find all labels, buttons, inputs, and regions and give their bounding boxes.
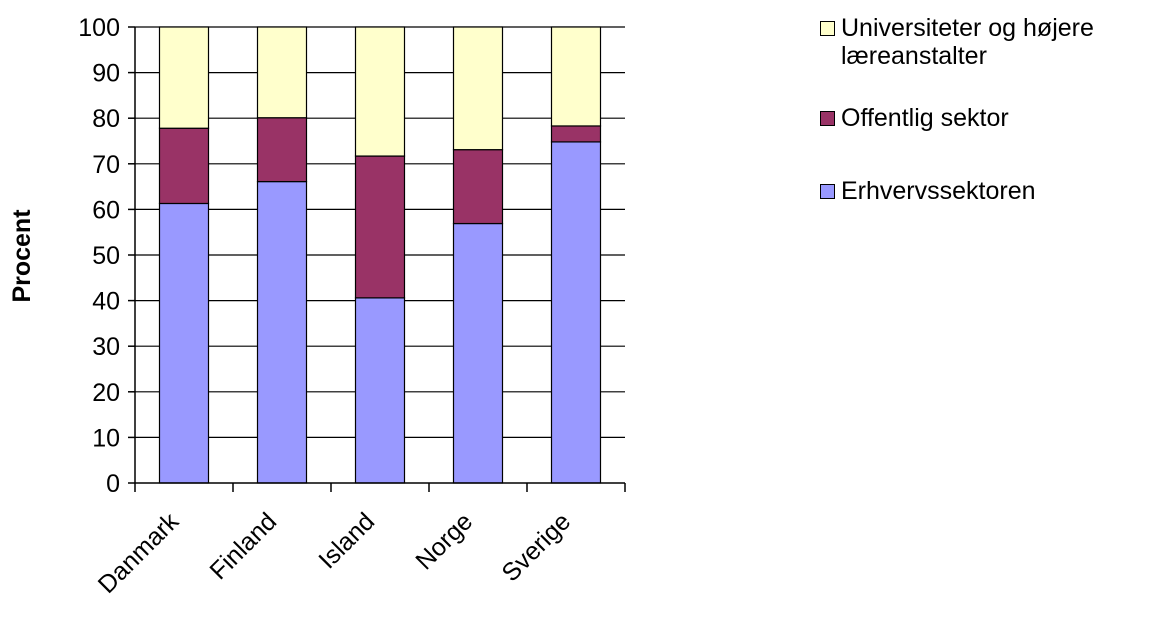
- y-tick-label-80: 80: [92, 105, 120, 133]
- legend-label-universiteter-line1: Universiteter og højere: [841, 14, 1094, 42]
- bar-island-erhvervssektoren: [354, 297, 406, 484]
- y-tick-label-100: 100: [78, 14, 120, 42]
- bar-danmark-erhvervssektoren: [158, 202, 210, 484]
- legend-item-universiteter: Universiteter og højere læreanstalter: [820, 14, 1094, 70]
- y-tick-label-50: 50: [92, 242, 120, 270]
- bar-danmark-universiteter: [158, 26, 210, 129]
- bar-chart: 0 10 20 30 40 50 60 70 80 90 100 Danmark Finland Isl…: [8, 14, 626, 599]
- bar-norge-offentlig: [452, 149, 504, 225]
- y-tick-label-60: 60: [92, 196, 120, 224]
- legend-swatch-offentlig: [820, 111, 835, 126]
- bar-norge-universiteter: [452, 26, 504, 151]
- x-tick-label-danmark: Danmark: [93, 507, 185, 599]
- x-tick-label-finland: Finland: [204, 507, 282, 585]
- legend-item-offentlig: Offentlig sektor: [820, 104, 1009, 132]
- bar-sverige-erhvervssektoren: [550, 141, 602, 484]
- y-tick-label-0: 0: [106, 470, 120, 498]
- bar-island-universiteter: [354, 26, 406, 157]
- legend-swatch-universiteter: [820, 21, 835, 36]
- y-tick-label-90: 90: [92, 60, 120, 88]
- bar-island-offentlig: [354, 155, 406, 299]
- axes: [128, 26, 626, 492]
- bar-danmark-offentlig: [158, 127, 210, 205]
- x-tick-label-island: Island: [313, 507, 380, 574]
- y-axis-label: Procent: [8, 209, 36, 303]
- bar-finland-offentlig: [256, 117, 308, 183]
- y-tick-label-20: 20: [92, 379, 120, 407]
- y-tick-label-70: 70: [92, 151, 120, 179]
- x-tick-label-norge: Norge: [410, 507, 478, 575]
- x-tick-labels: Danmark Finland Island Norge Sverige: [93, 507, 577, 599]
- bar-sverige-universiteter: [550, 26, 602, 127]
- legend-swatch-erhverv: [820, 184, 835, 199]
- y-tick-labels: 0 10 20 30 40 50 60 70 80 90 100: [78, 14, 120, 498]
- legend-label-erhverv: Erhvervssektoren: [841, 177, 1036, 205]
- bars: [158, 26, 602, 484]
- legend-label-universiteter-line2: læreanstalter: [841, 42, 987, 70]
- y-tick-label-10: 10: [92, 424, 120, 452]
- y-tick-label-30: 30: [92, 333, 120, 361]
- bar-finland-erhvervssektoren: [256, 180, 308, 484]
- legend-label-offentlig: Offentlig sektor: [841, 104, 1009, 132]
- y-tick-label-40: 40: [92, 288, 120, 316]
- x-tick-label-sverige: Sverige: [497, 507, 577, 587]
- legend-item-erhverv: Erhvervssektoren: [820, 177, 1036, 205]
- bar-norge-erhvervssektoren: [452, 222, 504, 484]
- bar-finland-universiteter: [256, 26, 308, 119]
- bar-sverige-offentlig: [550, 125, 602, 143]
